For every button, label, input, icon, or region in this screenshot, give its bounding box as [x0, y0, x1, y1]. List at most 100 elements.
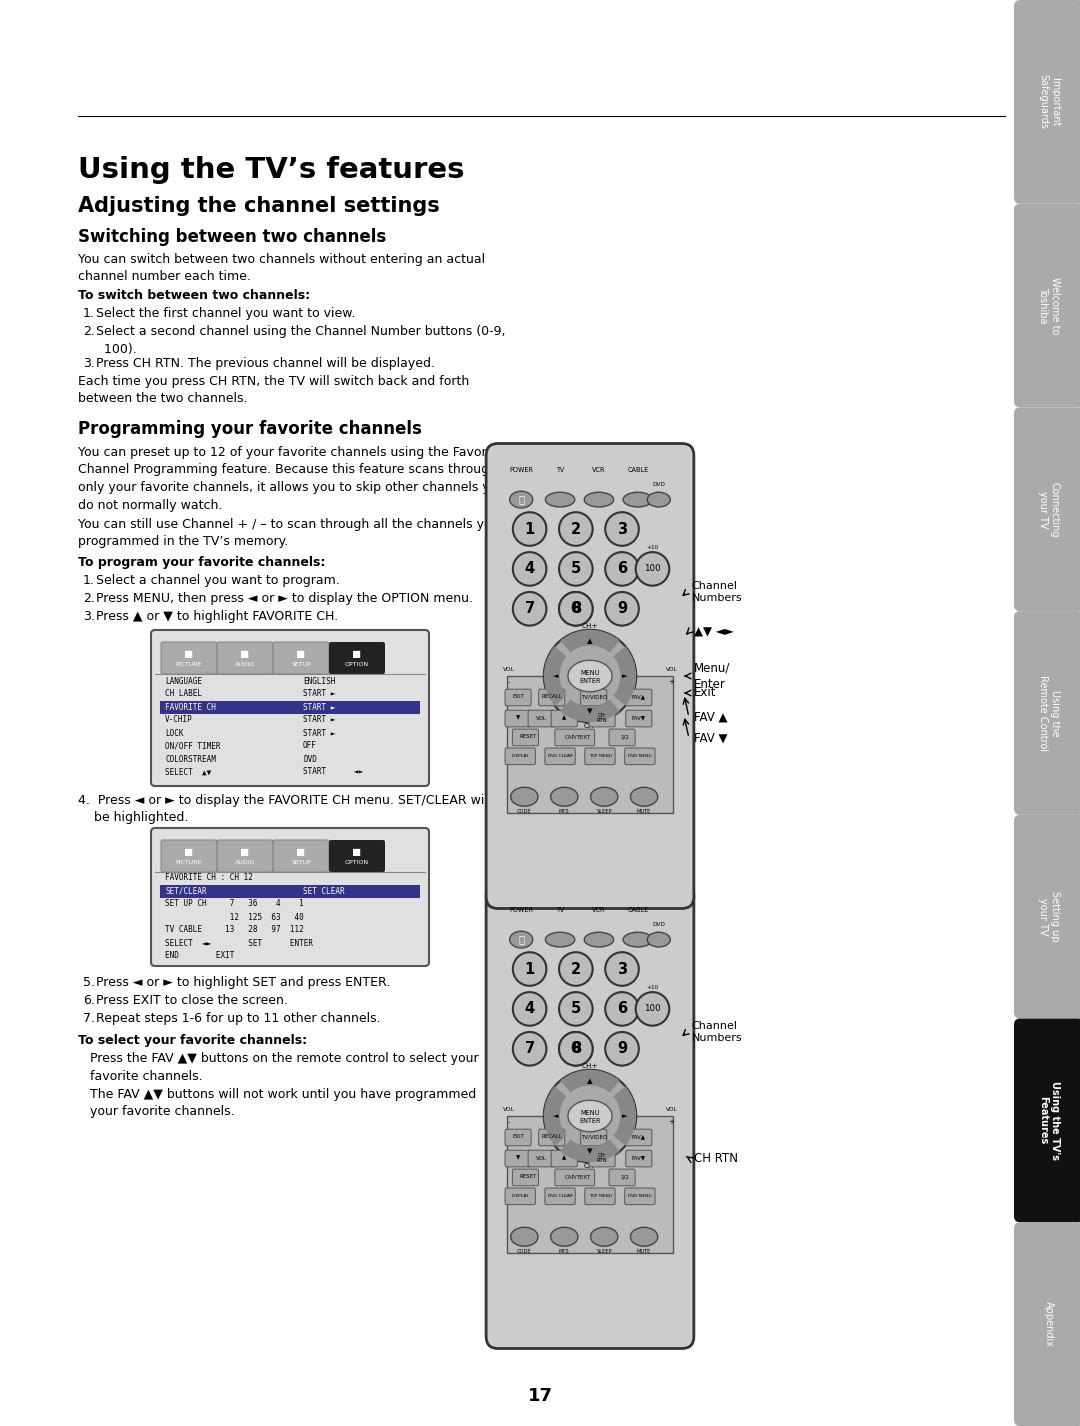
Text: ENTER: ENTER — [579, 1118, 600, 1124]
Circle shape — [513, 512, 546, 546]
FancyBboxPatch shape — [161, 840, 217, 873]
Wedge shape — [561, 1139, 620, 1162]
FancyBboxPatch shape — [505, 1151, 531, 1166]
Text: Using the
Remote Control: Using the Remote Control — [1038, 674, 1059, 752]
Text: ▲▼ ◄►: ▲▼ ◄► — [693, 626, 733, 639]
Text: ⏻: ⏻ — [518, 934, 524, 944]
Text: ◼: ◼ — [241, 649, 249, 659]
Text: 7: 7 — [525, 1041, 535, 1057]
FancyBboxPatch shape — [505, 1129, 531, 1147]
Circle shape — [605, 953, 639, 985]
Text: ◄: ◄ — [553, 1114, 558, 1119]
Wedge shape — [613, 1087, 636, 1145]
Circle shape — [559, 512, 593, 546]
Ellipse shape — [584, 933, 613, 947]
Ellipse shape — [631, 787, 658, 806]
Text: 8: 8 — [570, 1041, 581, 1057]
Text: 0: 0 — [570, 602, 581, 616]
FancyBboxPatch shape — [625, 1151, 652, 1166]
Text: ENGLISH: ENGLISH — [303, 676, 336, 686]
Text: RECALL: RECALL — [541, 1135, 562, 1139]
Text: TOP MENU: TOP MENU — [589, 754, 611, 757]
Text: OPTION: OPTION — [345, 663, 369, 667]
Text: DVD CLEAR: DVD CLEAR — [548, 1194, 572, 1198]
Text: 1/2: 1/2 — [621, 734, 630, 740]
FancyBboxPatch shape — [545, 1188, 576, 1205]
Text: Select a channel you want to program.: Select a channel you want to program. — [96, 575, 340, 588]
Wedge shape — [613, 646, 636, 706]
Ellipse shape — [647, 492, 671, 508]
Text: Exit: Exit — [693, 686, 716, 700]
Text: RESET: RESET — [519, 734, 537, 740]
Text: 3: 3 — [617, 522, 627, 536]
Text: SET/CLEAR: SET/CLEAR — [165, 887, 206, 896]
Text: DVD MENU: DVD MENU — [629, 1194, 651, 1198]
Circle shape — [513, 992, 546, 1025]
Text: CH+: CH+ — [582, 623, 598, 629]
Text: DVD: DVD — [303, 754, 316, 763]
Text: CH RTN: CH RTN — [693, 1152, 738, 1165]
Circle shape — [605, 592, 639, 626]
FancyBboxPatch shape — [589, 1151, 616, 1166]
Text: Switching between two channels: Switching between two channels — [78, 228, 387, 247]
Text: +10: +10 — [646, 545, 659, 550]
Text: SET CLEAR: SET CLEAR — [303, 887, 345, 896]
Text: VOL: VOL — [665, 1107, 677, 1112]
Text: START      ◄►: START ◄► — [303, 767, 363, 777]
Ellipse shape — [568, 660, 612, 692]
Text: ◼: ◼ — [185, 847, 193, 857]
FancyBboxPatch shape — [505, 749, 536, 764]
Text: CODE: CODE — [517, 809, 531, 814]
FancyBboxPatch shape — [273, 840, 329, 873]
FancyBboxPatch shape — [624, 1188, 656, 1205]
Circle shape — [544, 630, 636, 722]
FancyBboxPatch shape — [555, 729, 595, 746]
FancyBboxPatch shape — [589, 710, 616, 727]
Text: CH LABEL: CH LABEL — [165, 690, 202, 699]
FancyBboxPatch shape — [512, 1169, 539, 1186]
Text: DVD: DVD — [652, 482, 665, 488]
FancyBboxPatch shape — [609, 729, 635, 746]
Text: V-CHIP: V-CHIP — [165, 716, 192, 724]
Text: ENTER: ENTER — [579, 679, 600, 684]
Text: 3.: 3. — [83, 610, 95, 623]
Circle shape — [559, 592, 593, 626]
Text: ▲: ▲ — [563, 1155, 566, 1161]
FancyBboxPatch shape — [505, 710, 531, 727]
Text: FAV ▼: FAV ▼ — [693, 732, 727, 744]
Text: 2: 2 — [570, 961, 581, 977]
Ellipse shape — [591, 787, 618, 806]
Text: START ►: START ► — [303, 690, 336, 699]
Text: FAV▼: FAV▼ — [632, 1155, 646, 1161]
FancyBboxPatch shape — [151, 829, 429, 965]
Wedge shape — [561, 630, 620, 653]
FancyBboxPatch shape — [624, 749, 656, 764]
FancyBboxPatch shape — [555, 1169, 595, 1186]
Text: To select your favorite channels:: To select your favorite channels: — [78, 1034, 307, 1047]
Text: Select a second channel using the Channel Number buttons (0-9,
  100).: Select a second channel using the Channe… — [96, 325, 505, 355]
Text: CAP/TEXT: CAP/TEXT — [565, 734, 591, 740]
Wedge shape — [561, 1070, 620, 1092]
Ellipse shape — [584, 492, 613, 508]
Text: START ►: START ► — [303, 716, 336, 724]
Wedge shape — [561, 699, 620, 722]
Text: Enter: Enter — [693, 677, 726, 690]
Text: MTS: MTS — [559, 1249, 569, 1253]
Bar — [160, 886, 420, 898]
Text: AUDIO: AUDIO — [234, 860, 255, 866]
Circle shape — [559, 592, 593, 626]
Text: ◼: ◼ — [296, 847, 306, 857]
Text: To switch between two channels:: To switch between two channels: — [78, 289, 310, 302]
Text: EXIT: EXIT — [512, 1135, 524, 1139]
Text: 5: 5 — [570, 1001, 581, 1017]
Text: 6: 6 — [617, 1001, 627, 1017]
Text: OPTION: OPTION — [345, 860, 369, 866]
Ellipse shape — [551, 787, 578, 806]
Text: ▲: ▲ — [563, 716, 566, 720]
Text: VOL: VOL — [536, 1155, 546, 1161]
Text: SETUP: SETUP — [292, 860, 311, 866]
Text: -: - — [508, 679, 510, 686]
Ellipse shape — [511, 1228, 538, 1246]
Text: You can switch between two channels without entering an actual
channel number ea: You can switch between two channels with… — [78, 252, 485, 284]
Text: +10: +10 — [646, 985, 659, 991]
